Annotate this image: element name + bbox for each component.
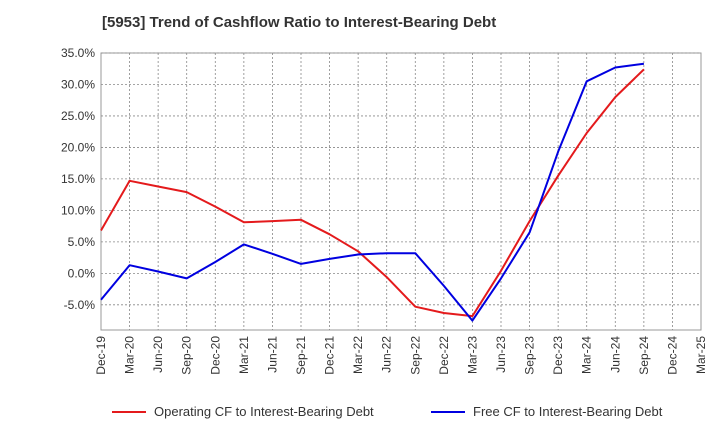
legend: Operating CF to Interest-Bearing Debt Fr… <box>0 404 720 426</box>
series-line-free-cf <box>100 62 645 322</box>
x-tick-label: Dec-19 <box>94 336 108 375</box>
legend-item-operating-cf: Operating CF to Interest-Bearing Debt <box>112 404 374 419</box>
chart-title: [5953] Trend of Cashflow Ratio to Intere… <box>102 14 497 31</box>
y-tick-label: 10.0% <box>61 203 95 217</box>
y-tick-label: 35.0% <box>61 46 95 60</box>
x-axis-tick-labels: Dec-19 Mar-20 Jun-20 Sep-20 Dec-20 Mar-21 Jun-… <box>94 336 708 375</box>
x-tick-label: Mar-22 <box>351 336 365 374</box>
x-tick-label: Mar-20 <box>123 336 137 374</box>
x-tick-label: Jun-24 <box>608 336 622 373</box>
series-line-operating-cf <box>100 68 645 318</box>
y-tick-label: 5.0% <box>68 235 96 249</box>
x-tick-label: Jun-22 <box>380 336 394 373</box>
plot-area <box>100 52 702 331</box>
legend-swatch-free-cf <box>431 410 465 413</box>
x-tick-label: Sep-21 <box>294 336 308 375</box>
x-tick-label: Dec-23 <box>551 336 565 375</box>
y-tick-label: 30.0% <box>61 77 95 91</box>
x-tick-label: Jun-20 <box>151 336 165 373</box>
x-tick-label: Dec-22 <box>437 336 451 375</box>
y-tick-label: 25.0% <box>61 109 95 123</box>
x-tick-label: Mar-24 <box>580 336 594 374</box>
legend-swatch-operating-cf <box>112 410 146 413</box>
x-tick-label: Dec-21 <box>323 336 337 375</box>
legend-item-free-cf: Free CF to Interest-Bearing Debt <box>431 404 662 419</box>
x-tick-label: Sep-24 <box>637 336 651 375</box>
y-tick-label: 20.0% <box>61 140 95 154</box>
x-tick-label: Dec-24 <box>665 336 679 375</box>
x-tick-label: Jun-23 <box>494 336 508 373</box>
legend-label-operating-cf: Operating CF to Interest-Bearing Debt <box>154 404 374 419</box>
x-tick-label: Sep-22 <box>408 336 422 375</box>
legend-label-free-cf: Free CF to Interest-Bearing Debt <box>473 404 663 419</box>
y-tick-label: 0.0% <box>68 266 96 280</box>
x-tick-label: Mar-25 <box>694 336 708 374</box>
y-axis-tick-labels: 35.0% 30.0% 25.0% 20.0% 15.0% 10.0% 5.0% 0.0% -5… <box>61 46 95 312</box>
series-lines <box>100 62 645 322</box>
y-tick-label: 15.0% <box>61 172 95 186</box>
x-tick-label: Jun-21 <box>265 336 279 373</box>
x-tick-label: Mar-23 <box>465 336 479 374</box>
x-tick-label: Mar-21 <box>237 336 251 374</box>
x-tick-label: Sep-20 <box>180 336 194 375</box>
x-tick-label: Dec-20 <box>208 336 222 375</box>
y-tick-label: -5.0% <box>64 298 96 312</box>
x-tick-label: Sep-23 <box>523 336 537 375</box>
